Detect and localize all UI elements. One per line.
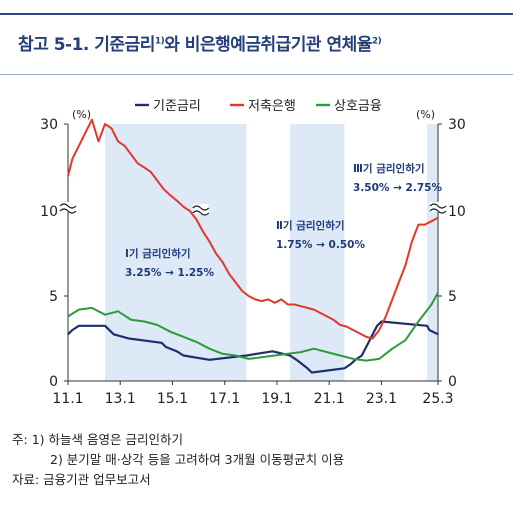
footnotes: 주: 1) 하늘색 음영은 금리인하기 2) 분기말 매·상각 등을 고려하여 … [12, 430, 344, 490]
period-range-1: 3.25% → 1.25% [125, 267, 214, 279]
y-tick-right-30: 30 [448, 117, 466, 133]
note-1: 1) 하늘색 음영은 금리인하기 [31, 432, 183, 447]
period-range-2: 1.75% → 0.50% [276, 239, 365, 251]
title-footnote-1: 1) [154, 36, 165, 47]
title-main: 참고 5-1. 기준금리 [18, 35, 155, 55]
chart-title: 참고 5-1. 기준금리1)와 비은행예금취급기관 연체율2) [18, 30, 382, 55]
legend-label-savings_bank: 저축은행 [248, 98, 296, 114]
note-2: 2) 분기말 매·상각 등을 고려하여 3개월 이동평균치 이용 [50, 452, 345, 467]
series-break-gap [192, 204, 209, 214]
shaded-period-3 [427, 124, 438, 381]
axis-break-left-gap [60, 202, 76, 212]
period-label-2: Ⅱ기 금리인하기 [276, 219, 345, 232]
legend-label-mutual_finance: 상호금융 [334, 99, 382, 114]
x-tick-11.1: 11.1 [52, 391, 83, 407]
top-rule [0, 13, 513, 15]
axis-break-left-wave-top [59, 203, 77, 209]
y-tick-right-5: 5 [448, 289, 457, 305]
x-tick-19.1: 19.1 [261, 391, 292, 407]
source-note: 자료: 금융기관 업무보고서 [12, 472, 151, 487]
x-tick-13.1: 13.1 [105, 391, 136, 407]
y-tick-right-10: 10 [448, 204, 466, 220]
y-unit-right: (%) [416, 108, 435, 121]
x-tick-17.1: 17.1 [209, 391, 240, 407]
y-unit-left: (%) [72, 108, 91, 121]
series-line-base_rate [67, 320, 439, 374]
title-underline [0, 74, 513, 75]
note-label: 주: [12, 432, 28, 447]
y-tick-left-10: 10 [40, 204, 58, 220]
series-break-wave-bottom [192, 210, 210, 216]
axis-break-right-wave-bottom [429, 208, 447, 214]
x-tick-25.3: 25.3 [422, 391, 453, 407]
series-break-wave-top [192, 205, 210, 211]
x-tick-21.1: 21.1 [314, 391, 345, 407]
line-chart: (%) (%) 0 0 5 5 10 10 30 30 11.1 13.1 15.1 17.1 19.1 21… [40, 98, 466, 407]
y-tick-left-0: 0 [49, 374, 58, 390]
series-line-savings_bank [67, 118, 439, 340]
axis-break-left-wave-bottom [59, 208, 77, 214]
axis-break-right-gap [430, 202, 446, 212]
y-tick-left-5: 5 [49, 289, 58, 305]
x-tick-15.1: 15.1 [157, 391, 188, 407]
title-mid: 와 비은행예금취급기관 연체율 [164, 35, 372, 55]
period-label-3: Ⅲ기 금리인하기 [353, 162, 425, 175]
legend-label-base_rate: 기준금리 [153, 99, 201, 114]
period-label-1: Ⅰ기 금리인하기 [125, 247, 191, 260]
period-range-3: 3.50% → 2.75% [353, 182, 442, 194]
y-tick-right-0: 0 [448, 374, 457, 390]
y-tick-left-30: 30 [40, 117, 58, 133]
series-line-mutual_finance [67, 292, 439, 362]
title-footnote-2: 2) [371, 36, 382, 47]
x-tick-23.1: 23.1 [366, 391, 397, 407]
axis-break-right-wave-top [429, 203, 447, 209]
shaded-period-2 [290, 124, 345, 381]
